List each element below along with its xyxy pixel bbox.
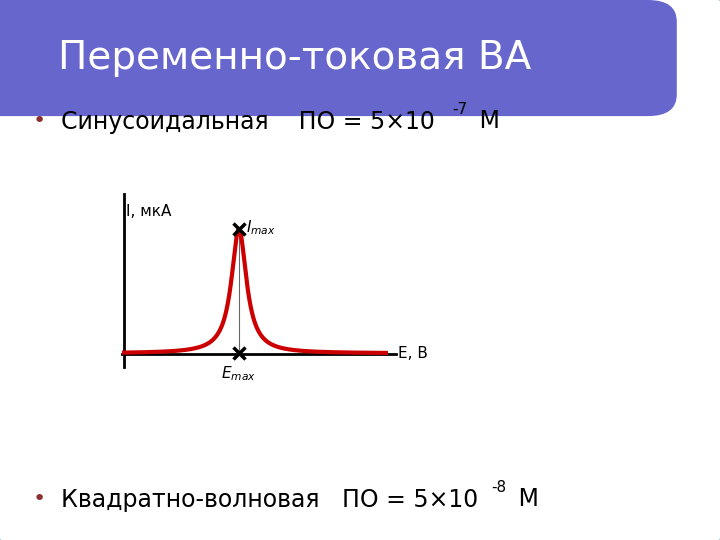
Text: М: М	[511, 488, 539, 511]
Text: М: М	[472, 110, 500, 133]
Text: •: •	[33, 489, 46, 510]
Text: I, мкА: I, мкА	[127, 204, 172, 219]
Text: $I_{max}$: $I_{max}$	[246, 218, 276, 237]
Text: Синусоидальная    ПО = 5×10: Синусоидальная ПО = 5×10	[61, 110, 435, 133]
Text: Переменно-токовая ВА: Переменно-токовая ВА	[58, 39, 531, 77]
Text: -7: -7	[452, 102, 467, 117]
Text: •: •	[33, 111, 46, 132]
Text: -8: -8	[491, 480, 506, 495]
Text: Квадратно-волновая   ПО = 5×10: Квадратно-волновая ПО = 5×10	[61, 488, 479, 511]
Text: Е, В: Е, В	[398, 346, 428, 361]
Text: $E_{max}$: $E_{max}$	[222, 364, 256, 383]
